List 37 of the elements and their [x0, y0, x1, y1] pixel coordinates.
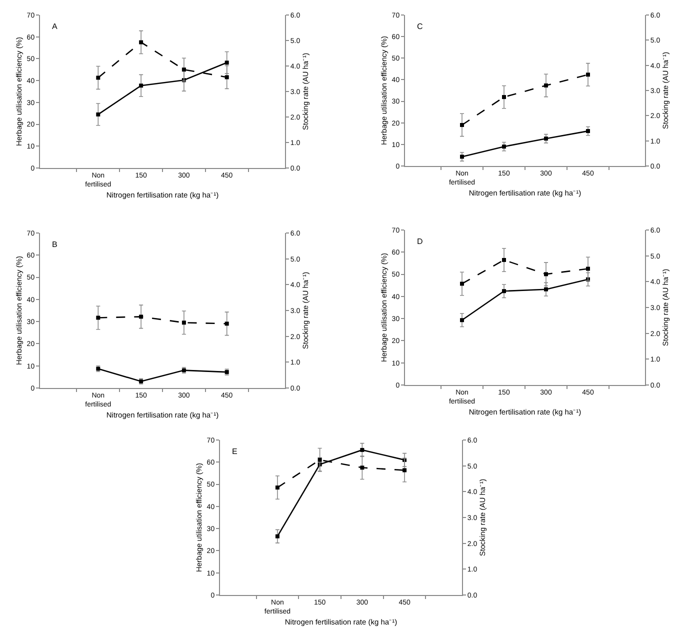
point: [360, 466, 364, 470]
point: [502, 144, 506, 149]
point: [544, 83, 548, 88]
text: D: [417, 237, 423, 246]
point: [544, 136, 548, 141]
point: [586, 129, 590, 134]
point: [96, 112, 100, 116]
point: [360, 448, 364, 452]
text: E: [232, 447, 238, 456]
point: [460, 318, 464, 322]
point: [96, 76, 100, 80]
point: [96, 316, 100, 320]
point: [402, 468, 407, 472]
point: [544, 272, 548, 276]
point: [460, 282, 464, 286]
point: [182, 68, 186, 72]
point: [460, 154, 464, 159]
point: [182, 320, 186, 325]
point: [224, 322, 229, 326]
point: [224, 75, 229, 80]
point: [139, 84, 144, 88]
text: B: [52, 240, 58, 249]
point: [586, 72, 590, 77]
point: [318, 458, 322, 462]
point: [275, 534, 280, 538]
point: [502, 289, 506, 294]
point: [544, 287, 548, 292]
point: [139, 314, 144, 319]
point: [586, 266, 590, 271]
point: [139, 40, 144, 44]
point: [460, 122, 464, 127]
point: [502, 95, 506, 100]
text: C: [417, 22, 423, 31]
point: [275, 486, 280, 490]
point: [224, 60, 229, 65]
point: [502, 258, 506, 262]
text: A: [52, 22, 58, 31]
